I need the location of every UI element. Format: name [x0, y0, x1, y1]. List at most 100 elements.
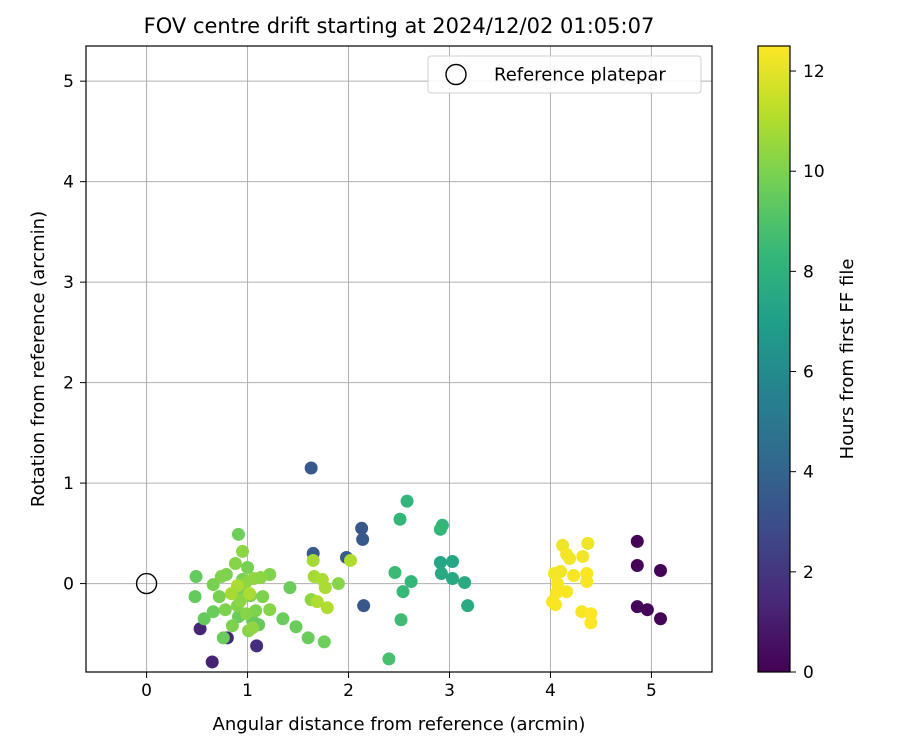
data-point: [228, 556, 242, 570]
data-point: [250, 639, 264, 653]
colorbar: 0 2 4 6 8 10 12 Hours from first FF file: [757, 45, 858, 683]
y-tick-label: 5: [63, 72, 74, 92]
data-point: [554, 565, 568, 579]
data-point: [584, 607, 598, 621]
data-point: [214, 570, 228, 584]
x-tick-label: 1: [242, 681, 253, 701]
y-tick-label: 2: [63, 374, 74, 394]
colorbar-gradient: [757, 45, 791, 673]
data-point: [461, 599, 475, 613]
data-point: [576, 549, 590, 563]
colorbar-tick-label: 12: [803, 62, 825, 82]
data-points: [188, 461, 668, 669]
data-point: [243, 587, 257, 601]
x-tick-label: 4: [545, 681, 556, 701]
data-point: [549, 598, 562, 612]
colorbar-tick-label: 10: [803, 162, 825, 182]
data-point: [231, 527, 245, 541]
data-point: [433, 555, 447, 569]
data-point: [581, 536, 595, 550]
data-point: [382, 652, 396, 666]
data-point: [580, 575, 594, 589]
data-point: [567, 569, 581, 583]
data-point: [563, 551, 577, 565]
plot-frame: [85, 45, 713, 673]
data-point: [388, 566, 402, 580]
y-axis: 0 1 2 3 4 5: [63, 72, 86, 595]
y-tick-label: 1: [63, 474, 74, 494]
data-point: [630, 534, 644, 548]
data-point: [216, 631, 230, 645]
data-point: [317, 635, 331, 649]
y-axis-label: Rotation from reference (arcmin): [28, 211, 49, 507]
data-point: [236, 544, 249, 558]
data-point: [188, 590, 202, 604]
data-point: [256, 590, 270, 604]
data-point: [404, 575, 418, 589]
legend: Reference platepar: [427, 55, 702, 94]
data-point: [331, 577, 345, 591]
data-point: [630, 558, 644, 572]
data-point: [306, 553, 320, 567]
data-point: [560, 585, 574, 599]
data-point: [310, 595, 324, 609]
legend-marker-icon: [445, 63, 467, 86]
data-point: [640, 603, 654, 617]
data-point: [434, 567, 448, 581]
data-point: [224, 587, 238, 601]
data-point: [446, 572, 460, 586]
x-axis-label: Angular distance from reference (arcmin): [213, 714, 586, 735]
colorbar-tick-label: 2: [803, 563, 814, 583]
x-tick-label: 3: [444, 681, 455, 701]
data-point: [654, 564, 668, 578]
data-point: [357, 599, 371, 613]
legend-frame: [427, 55, 702, 94]
data-point: [246, 621, 260, 635]
y-tick-label: 4: [63, 173, 74, 193]
data-point: [189, 570, 203, 584]
data-point: [630, 600, 644, 614]
data-point: [283, 581, 297, 595]
data-point: [289, 620, 303, 634]
data-point: [254, 571, 268, 585]
y-tick-label: 3: [63, 273, 74, 293]
data-point: [584, 616, 598, 630]
y-tick-label: 0: [63, 575, 74, 595]
data-point: [197, 612, 211, 626]
data-point: [433, 522, 447, 536]
grid: [86, 46, 712, 672]
data-point: [458, 576, 472, 590]
data-point: [355, 521, 369, 535]
data-point: [276, 612, 290, 626]
data-point: [318, 581, 332, 595]
data-point: [654, 612, 668, 626]
data-point: [263, 603, 277, 617]
x-tick-label: 0: [141, 681, 152, 701]
data-point: [225, 619, 239, 633]
data-point: [206, 605, 220, 619]
reference-platepar-marker: [135, 572, 158, 595]
colorbar-tick-label: 6: [803, 363, 814, 383]
colorbar-ticks: 0 2 4 6 8 10 12: [790, 62, 825, 683]
x-tick-label: 5: [646, 681, 657, 701]
data-point: [206, 578, 220, 592]
data-point: [446, 554, 460, 568]
data-point: [240, 607, 254, 621]
data-point: [301, 631, 315, 645]
data-point: [396, 585, 410, 599]
data-point: [193, 622, 207, 636]
chart-title: FOV centre drift starting at 2024/12/02 …: [144, 14, 655, 38]
data-point: [400, 494, 414, 508]
data-point: [320, 601, 334, 615]
data-point: [212, 590, 226, 604]
data-point: [218, 603, 232, 617]
legend-entry: Reference platepar: [494, 65, 666, 86]
x-tick-label: 2: [343, 681, 354, 701]
colorbar-tick-label: 4: [803, 463, 814, 483]
data-point: [241, 560, 255, 574]
colorbar-tick-label: 8: [803, 262, 814, 282]
x-axis: 0 1 2 3 4 5: [141, 672, 657, 701]
data-point: [344, 553, 358, 567]
data-point: [393, 512, 407, 526]
